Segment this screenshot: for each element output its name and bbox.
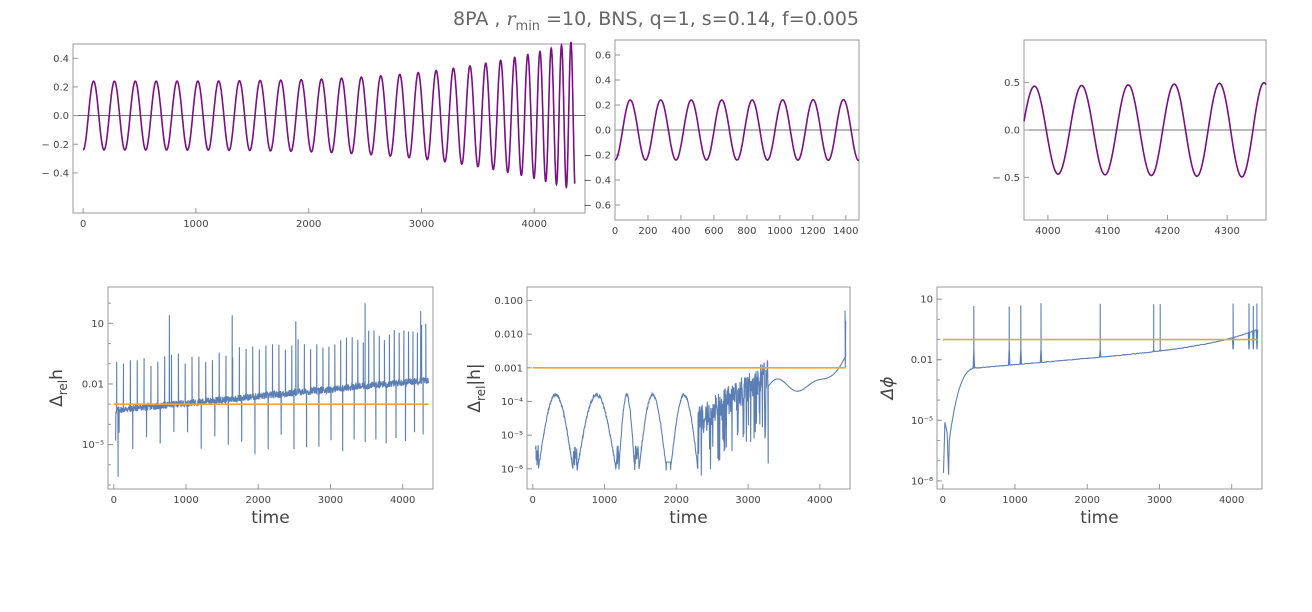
x-tick-label: 4100 xyxy=(1095,226,1120,237)
x-tick-label: 200 xyxy=(638,226,657,237)
x-tick-label: 4000 xyxy=(1219,495,1244,506)
x-tick-label: 800 xyxy=(737,226,756,237)
chart-relative-error-abs-h: 0 1000 2000 3000 4000 10⁻⁶ 10⁻⁵ 10⁻⁴ 0.001 0.010 0… xyxy=(465,286,851,528)
x-tick-label: 1000 xyxy=(592,495,617,506)
y-tick-label: − 0.2 xyxy=(42,140,69,151)
x-axis-title: time xyxy=(251,508,289,528)
x-tick-label: 1000 xyxy=(183,219,208,230)
y-tick-label: 0.01 xyxy=(911,355,933,366)
x-tick-label: 4300 xyxy=(1214,226,1239,237)
x-tick-label: 2000 xyxy=(296,219,321,230)
y-tick-label: 0.01 xyxy=(82,379,104,390)
x-tick-label: 3000 xyxy=(409,219,434,230)
y-tick-label: 0.0 xyxy=(53,111,69,122)
waveform-line xyxy=(1023,81,1267,178)
x-axis-title: time xyxy=(1080,508,1118,528)
chart-relative-error-h: 0 1000 2000 3000 4000 10⁻⁵ 0.01 10 time Δrelh xyxy=(47,286,434,528)
y-tick-label: − 0.4 xyxy=(42,168,69,179)
x-tick-label: 0 xyxy=(530,495,536,506)
x-tick-label: 1400 xyxy=(833,226,858,237)
y-tick-label: 0.010 xyxy=(494,330,523,341)
y-tick-label: − 0.2 xyxy=(584,151,611,162)
x-tick-label: 4000 xyxy=(1035,226,1060,237)
title-rest: =10, BNS, q=1, s=0.14, f=0.005 xyxy=(540,8,860,30)
y-tick-label: 10 xyxy=(920,295,933,306)
x-tick-label: 600 xyxy=(704,226,723,237)
y-tick-label: 0.0 xyxy=(1004,126,1020,137)
x-tick-label: 1000 xyxy=(173,495,198,506)
x-tick-label: 3000 xyxy=(318,495,343,506)
title-r-subscript: min xyxy=(515,18,541,34)
y-tick-label: 0.0 xyxy=(595,126,611,137)
residual-line xyxy=(535,310,847,476)
y-axis-title: Δrel|h| xyxy=(465,363,488,412)
x-tick-label: 0 xyxy=(80,219,86,230)
y-tick-label: 10⁻⁵ xyxy=(501,431,523,442)
x-tick-label: 1000 xyxy=(1002,495,1027,506)
y-tick-label: 0.100 xyxy=(494,296,523,307)
y-tick-label: 0.5 xyxy=(1004,78,1020,89)
plot-frame xyxy=(72,43,586,214)
waveform-line xyxy=(614,98,860,162)
plot-frame xyxy=(107,286,434,490)
x-tick-label: 4000 xyxy=(807,495,832,506)
x-tick-label: 0 xyxy=(111,495,117,506)
y-tick-label: 0.4 xyxy=(53,54,69,65)
y-tick-label: 10⁻⁵ xyxy=(82,440,104,451)
waveform-line xyxy=(82,41,576,189)
x-tick-label: 2000 xyxy=(1074,495,1099,506)
y-tick-label: 0.2 xyxy=(53,82,69,93)
y-tick-label: 0.001 xyxy=(494,363,523,374)
x-tick-label: 4000 xyxy=(522,219,547,230)
x-tick-label: 0 xyxy=(940,495,946,506)
x-tick-label: 3000 xyxy=(735,495,760,506)
x-tick-label: 1000 xyxy=(767,226,792,237)
x-tick-label: 2000 xyxy=(664,495,689,506)
y-tick-label: 10⁻⁸ xyxy=(911,476,933,487)
y-axis-title: Δrelh xyxy=(47,369,70,407)
y-tick-label: 10 xyxy=(91,319,104,330)
chart-phase-error: 0 1000 2000 3000 4000 10⁻⁸ 10⁻⁵ 0.01 10 time Δϕ xyxy=(878,286,1263,528)
y-tick-label: 0.2 xyxy=(595,101,611,112)
y-tick-label: − 0.5 xyxy=(993,173,1020,184)
y-tick-label: − 0.6 xyxy=(584,201,611,212)
x-tick-label: 2000 xyxy=(245,495,270,506)
y-tick-label: − 0.4 xyxy=(584,176,611,187)
y-axis-title: Δϕ xyxy=(878,377,898,402)
figure-title: 8PA , rmin =10, BNS, q=1, s=0.14, f=0.00… xyxy=(0,8,1312,34)
y-tick-label: 0.6 xyxy=(595,51,611,62)
residual-line xyxy=(115,303,429,477)
y-tick-label: 10⁻⁶ xyxy=(501,464,523,475)
x-tick-label: 1200 xyxy=(800,226,825,237)
x-tick-label: 4200 xyxy=(1155,226,1180,237)
y-tick-label: 10⁻⁵ xyxy=(911,416,933,427)
y-tick-label: 10⁻⁴ xyxy=(501,397,523,408)
chart-waveform-late: 4000 4100 4200 4300 − 0.5 0.0 0.5 xyxy=(993,39,1267,237)
x-axis-title: time xyxy=(669,508,707,528)
y-tick-label: 0.4 xyxy=(595,76,611,87)
x-tick-label: 0 xyxy=(612,226,618,237)
chart-waveform-early: 0 200 400 600 800 1000 1200 1400 − 0.6 − 0.4 − 0.2… xyxy=(584,39,860,237)
x-tick-label: 4000 xyxy=(390,495,415,506)
chart-waveform-full: 0 1000 2000 3000 4000 − 0.4 − 0.2 0.0 0.2 0.4 xyxy=(42,41,586,230)
title-prefix: 8PA , xyxy=(452,8,507,30)
plot-frame xyxy=(936,286,1263,490)
plot-frame xyxy=(526,286,851,490)
residual-line xyxy=(942,303,1259,475)
x-tick-label: 3000 xyxy=(1147,495,1172,506)
title-r-symbol: r xyxy=(506,8,516,30)
x-tick-label: 400 xyxy=(671,226,690,237)
